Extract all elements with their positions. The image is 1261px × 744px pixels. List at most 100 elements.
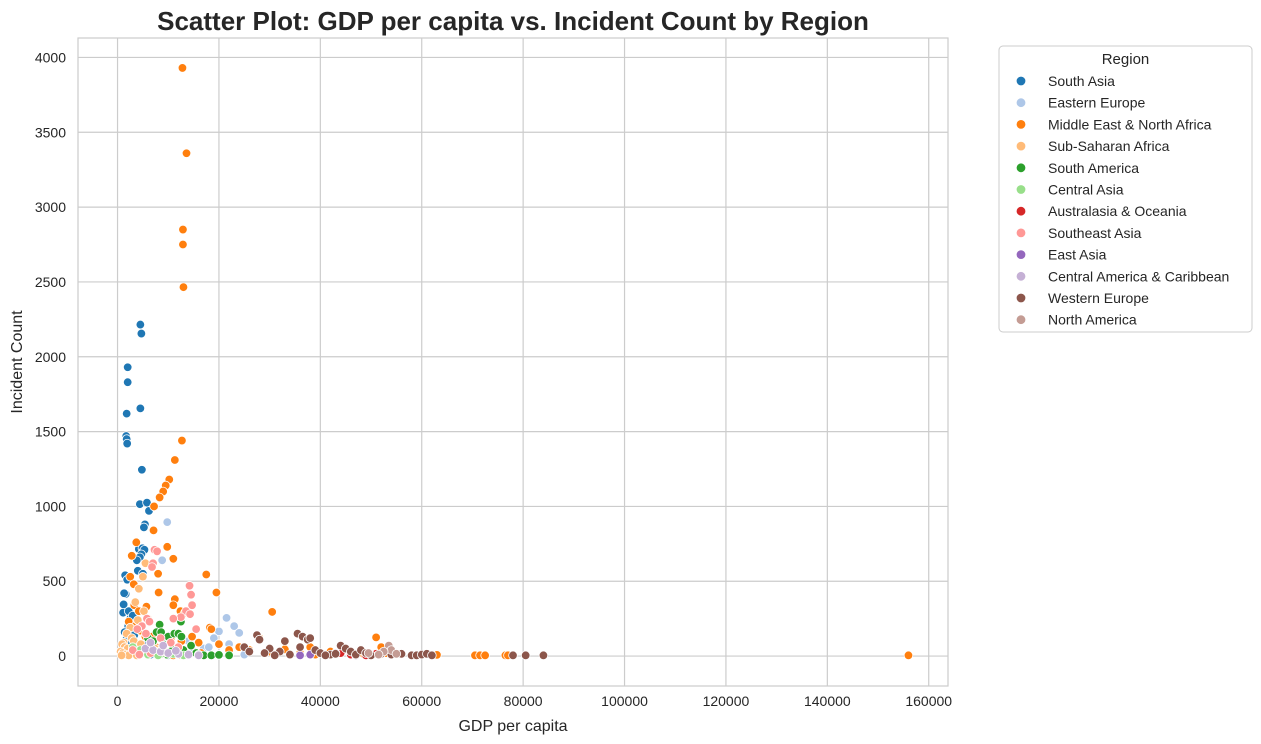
data-point (131, 537, 142, 548)
data-point (139, 522, 149, 533)
data-point (125, 572, 135, 582)
legend-marker (1015, 314, 1027, 325)
y-axis-ticks: 0 500 1000 1500 2000 2500 3000 3500 4000 (35, 49, 66, 664)
legend-label: North America (1048, 312, 1137, 328)
data-point (134, 649, 145, 660)
data-point (221, 613, 232, 623)
data-point (181, 148, 192, 158)
legend-marker (1015, 75, 1027, 87)
data-point (214, 650, 224, 660)
legend-label: Eastern Europe (1048, 95, 1145, 111)
data-point (186, 640, 196, 651)
data-point (480, 650, 490, 661)
data-point (135, 319, 146, 330)
legend-marker (1015, 140, 1027, 152)
data-point (176, 612, 186, 622)
legend-label: Western Europe (1048, 290, 1149, 306)
data-point (280, 636, 290, 646)
data-point (427, 650, 437, 661)
data-point (152, 546, 162, 557)
data-point (138, 572, 148, 582)
data-point (209, 633, 219, 643)
data-point (170, 455, 180, 465)
data-point (187, 631, 197, 642)
legend-marker (1015, 227, 1027, 239)
legend-label: Southeast Asia (1048, 225, 1142, 241)
data-point (267, 607, 277, 617)
data-point (177, 435, 187, 446)
legend-marker (1015, 162, 1027, 174)
data-point (141, 628, 151, 639)
data-point (121, 408, 132, 419)
data-point (137, 465, 147, 475)
data-point (168, 554, 179, 564)
chart-title: Scatter Plot: GDP per capita vs. Inciden… (157, 6, 869, 36)
data-point (295, 650, 305, 661)
y-tick-label: 0 (58, 648, 66, 664)
data-point (183, 649, 194, 660)
data-point (158, 640, 168, 651)
y-tick-label: 1000 (35, 498, 66, 514)
legend-label: Central America & Caribbean (1048, 268, 1229, 284)
data-point (122, 362, 133, 372)
data-point (147, 562, 157, 572)
legend-marker (1015, 205, 1027, 217)
data-point (149, 501, 159, 512)
data-point (211, 587, 222, 598)
legend-marker (1015, 271, 1027, 282)
data-point (185, 609, 195, 619)
data-point (206, 624, 217, 634)
legend-marker (1015, 249, 1027, 260)
y-axis-label: Incident Count (9, 310, 26, 414)
legend: Region South Asia Eastern Europe Middle Eas… (998, 45, 1253, 333)
data-point (144, 616, 155, 627)
y-tick-label: 2500 (35, 274, 66, 290)
data-point (285, 649, 295, 660)
data-point (305, 633, 315, 643)
plot-area (77, 37, 949, 687)
legend-label: Central Asia (1048, 182, 1124, 198)
data-point (176, 631, 187, 642)
data-point (373, 649, 384, 660)
data-point (178, 282, 189, 292)
data-point (320, 650, 331, 661)
legend-label: Middle East & North Africa (1048, 116, 1212, 132)
x-tick-label: 80000 (504, 693, 543, 709)
data-point (234, 628, 244, 638)
data-point (136, 328, 147, 339)
legend-label: Sub-Saharan Africa (1048, 138, 1170, 154)
data-point (134, 584, 144, 594)
data-point (153, 569, 163, 579)
x-tick-label: 0 (114, 693, 122, 709)
data-point (254, 634, 265, 645)
data-point (135, 403, 146, 414)
data-point (119, 588, 129, 598)
series-western-europe (239, 628, 549, 661)
data-point (508, 650, 518, 661)
data-point (186, 590, 196, 600)
data-point (132, 624, 143, 634)
x-tick-label: 160000 (905, 693, 952, 709)
data-point (171, 646, 181, 656)
data-point (229, 621, 239, 631)
legend-marker (1015, 97, 1027, 108)
legend-label: East Asia (1048, 247, 1107, 263)
data-point (903, 650, 914, 661)
data-point (116, 650, 127, 661)
legend-label: South America (1048, 160, 1139, 176)
data-point (178, 224, 188, 235)
x-axis-label: GDP per capita (458, 718, 567, 735)
x-tick-label: 60000 (402, 693, 441, 709)
x-tick-label: 120000 (703, 693, 750, 709)
data-point (168, 600, 179, 610)
x-tick-label: 140000 (804, 693, 851, 709)
y-tick-label: 4000 (35, 49, 66, 65)
legend-label: Australasia & Oceania (1048, 203, 1187, 219)
legend-marker (1015, 292, 1027, 304)
x-axis-ticks: 0 20000 40000 60000 80000 100000 120000 140000 1… (114, 693, 953, 709)
x-tick-label: 20000 (199, 693, 238, 709)
data-point (122, 377, 133, 387)
data-point (122, 438, 132, 449)
data-point (224, 650, 234, 661)
